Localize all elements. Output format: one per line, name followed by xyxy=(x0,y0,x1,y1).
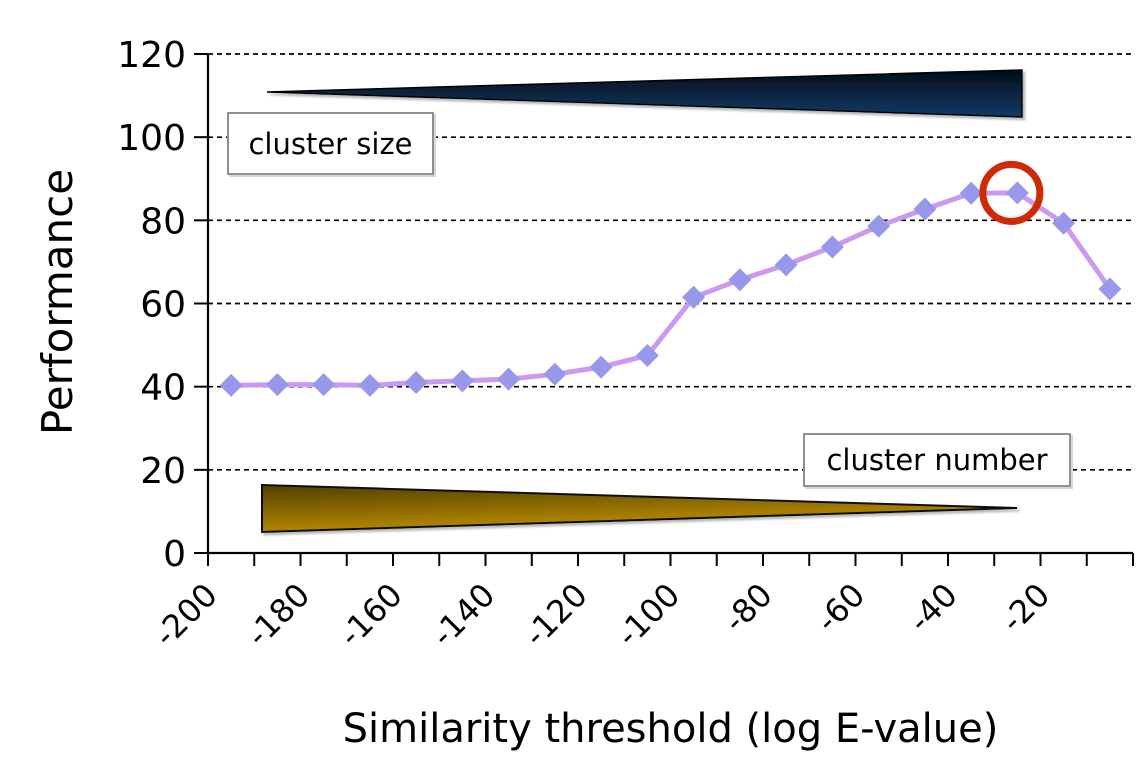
data-point-marker xyxy=(959,181,983,205)
x-tick-label: -100 xyxy=(609,576,687,654)
y-tick-label: 100 xyxy=(117,118,186,159)
data-point-marker xyxy=(589,355,613,379)
data-point-marker xyxy=(635,343,659,367)
data-point-marker xyxy=(404,371,428,395)
y-axis-title: Performance xyxy=(33,168,82,436)
performance-series-line xyxy=(228,190,1113,388)
y-tick-label: 40 xyxy=(140,368,186,409)
data-point-marker xyxy=(867,214,891,238)
data-point-marker xyxy=(450,369,474,393)
highlight-circle xyxy=(979,160,1044,225)
cluster-size-label: cluster size xyxy=(248,126,413,161)
data-point-marker xyxy=(1052,211,1076,235)
y-tick-label: 80 xyxy=(140,201,186,242)
x-tick-label: -80 xyxy=(716,576,780,640)
data-point-marker xyxy=(497,367,521,391)
y-tick-label: 60 xyxy=(140,285,186,326)
x-tick-label: -120 xyxy=(517,576,595,654)
x-tick-label: -200 xyxy=(147,576,225,654)
y-tick-label: 0 xyxy=(163,534,186,575)
y-tick-label: 20 xyxy=(140,451,186,492)
data-point-marker xyxy=(1005,181,1029,205)
cluster-number-wedge xyxy=(261,483,1018,534)
cluster-size-wedge xyxy=(266,69,1023,118)
data-point-marker xyxy=(682,285,706,309)
x-tick-label: -140 xyxy=(424,576,502,654)
cluster-number-label: cluster number xyxy=(826,443,1048,477)
x-tick-label: -40 xyxy=(901,576,965,640)
data-point-marker xyxy=(774,253,798,277)
data-point-marker xyxy=(728,268,752,292)
data-point-marker xyxy=(265,373,289,397)
data-point-marker xyxy=(543,362,567,386)
x-tick-label: -180 xyxy=(239,576,317,654)
x-tick-label: -20 xyxy=(993,576,1057,640)
data-point-marker xyxy=(820,235,844,259)
data-point-marker xyxy=(1098,277,1122,301)
data-point-marker xyxy=(358,373,382,397)
cluster-number-label-box: cluster number xyxy=(803,433,1071,487)
data-point-marker xyxy=(913,197,937,221)
data-point-marker xyxy=(219,373,243,397)
x-axis-title: Similarity threshold (log E-value) xyxy=(342,706,999,752)
data-point-marker xyxy=(312,373,336,397)
x-tick-label: -160 xyxy=(332,576,410,654)
y-tick-label: 120 xyxy=(117,35,186,76)
cluster-size-label-box: cluster size xyxy=(227,112,434,175)
x-tick-label: -60 xyxy=(808,576,872,640)
